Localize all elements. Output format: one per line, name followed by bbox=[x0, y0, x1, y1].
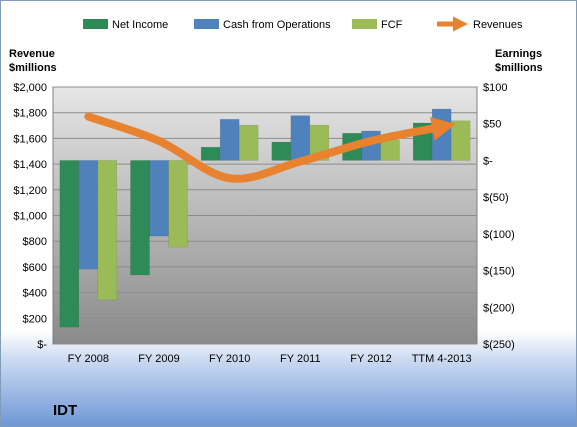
left-tick-label: $1,200 bbox=[13, 185, 47, 197]
bar-net-income bbox=[200, 146, 221, 161]
bar-fcf bbox=[380, 139, 400, 161]
legend-label-cash-from-operations: Cash from Operations bbox=[223, 19, 331, 31]
bar-net-income bbox=[59, 160, 80, 328]
legend-label-revenues: Revenues bbox=[473, 19, 523, 31]
bar-cash-from-operations bbox=[149, 160, 169, 237]
left-tick-label: $2,000 bbox=[13, 82, 47, 94]
legend-label-fcf: FCF bbox=[381, 19, 403, 31]
bar-cash-from-operations bbox=[78, 160, 99, 270]
x-tick-label: FY 2012 bbox=[350, 353, 391, 365]
right-axis-ticks: $(250) $(200) $(150) $(100) $(50) $- $50 $100 bbox=[483, 82, 515, 351]
bar-fcf bbox=[97, 160, 118, 301]
legend-label-net-income: Net Income bbox=[112, 19, 168, 31]
left-tick-label: $1,600 bbox=[13, 133, 47, 145]
left-tick-label: $- bbox=[37, 339, 47, 351]
right-tick-label: $(150) bbox=[483, 266, 515, 278]
right-tick-label: $50 bbox=[483, 119, 501, 131]
x-tick-label: FY 2010 bbox=[209, 353, 250, 365]
right-axis-title-line2: $millions bbox=[495, 62, 543, 74]
company-label: IDT bbox=[53, 402, 77, 419]
revenue-line-group bbox=[84, 112, 456, 183]
bars-group bbox=[59, 108, 471, 328]
right-tick-label: $(50) bbox=[483, 192, 509, 204]
bar-cash-from-operations bbox=[219, 119, 240, 161]
bar-fcf bbox=[238, 124, 259, 161]
right-axis-title-line1: Earnings bbox=[495, 48, 542, 60]
left-tick-label: $1,400 bbox=[13, 159, 47, 171]
left-axis-title-line1: Revenue bbox=[9, 48, 55, 60]
x-tick-label: FY 2009 bbox=[138, 353, 179, 365]
revenue-line bbox=[84, 112, 456, 183]
left-axis-title-line2: $millions bbox=[9, 62, 57, 74]
bar-fcf bbox=[450, 120, 471, 161]
left-tick-label: $800 bbox=[23, 236, 47, 248]
bar-net-income bbox=[130, 160, 150, 276]
legend-swatch-net-income bbox=[83, 19, 108, 29]
bar-cash-from-operations bbox=[431, 108, 452, 161]
left-tick-label: $1,800 bbox=[13, 108, 47, 120]
right-tick-label: $100 bbox=[483, 82, 507, 94]
left-tick-label: $1,000 bbox=[13, 211, 47, 223]
x-axis-ticks: FY 2008 FY 2009 FY 2010 FY 2011 FY 2012 TTM 4… bbox=[68, 353, 472, 365]
left-tick-label: $200 bbox=[23, 313, 47, 325]
x-tick-label: FY 2011 bbox=[280, 353, 321, 365]
left-axis-ticks: $- $200 $400 $600 $800 $1,000 $1,200 $1,400 $1,6… bbox=[13, 82, 47, 351]
right-tick-label: $(250) bbox=[483, 339, 515, 351]
right-tick-label: $(100) bbox=[483, 229, 515, 241]
left-tick-label: $600 bbox=[23, 262, 47, 274]
x-tick-label: FY 2008 bbox=[68, 353, 109, 365]
legend-swatch-fcf bbox=[352, 19, 377, 29]
bar-fcf bbox=[168, 160, 188, 248]
bar-net-income bbox=[271, 141, 292, 161]
x-tick-label: TTM 4-2013 bbox=[412, 353, 472, 365]
legend: Net Income Cash from Operations FCF Revenue… bbox=[83, 16, 523, 32]
right-tick-label: $- bbox=[483, 155, 493, 167]
right-tick-label: $(200) bbox=[483, 302, 515, 314]
legend-swatch-cash-from-operations bbox=[194, 19, 219, 29]
bar-cash-from-operations bbox=[290, 115, 311, 161]
left-tick-label: $400 bbox=[23, 288, 47, 300]
gridlines bbox=[53, 86, 477, 345]
